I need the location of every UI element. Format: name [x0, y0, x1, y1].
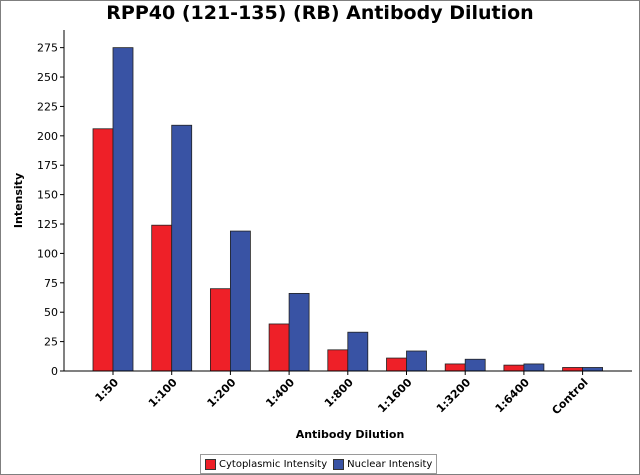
legend-label-cytoplasmic: Cytoplasmic Intensity — [219, 458, 328, 470]
bar-cytoplasmic-6 — [444, 363, 466, 372]
bar-cytoplasmic-3 — [268, 323, 290, 372]
bar-cytoplasmic-8 — [562, 367, 583, 372]
y-tick-label: 125 — [37, 218, 58, 231]
x-tick-label: 1:200 — [205, 376, 239, 410]
y-tick-label: 0 — [51, 365, 58, 378]
y-axis-label: Intensity — [12, 173, 25, 228]
x-tick-label: 1:800 — [322, 376, 356, 410]
bar-nuclear-1 — [171, 124, 193, 372]
y-axis-ticks: 0 25 50 75 100 125 150 175 200 225 250 275 — [37, 42, 64, 378]
bar-nuclear-8 — [582, 367, 603, 372]
bar-cytoplasmic-7 — [503, 364, 525, 372]
bars-group — [92, 47, 603, 372]
bar-nuclear-5 — [406, 350, 427, 372]
y-tick-label: 25 — [44, 336, 58, 349]
x-tick-label: 1:50 — [93, 376, 122, 405]
legend-swatch-nuclear — [333, 458, 345, 470]
bar-nuclear-0 — [112, 47, 134, 372]
bar-cytoplasmic-5 — [386, 357, 407, 372]
bar-nuclear-2 — [229, 230, 251, 372]
bar-cytoplasmic-4 — [327, 349, 349, 372]
legend-label-nuclear: Nuclear Intensity — [347, 458, 433, 470]
legend-item-cytoplasmic: Cytoplasmic Intensity — [205, 458, 328, 470]
x-tick-label: 1:1600 — [375, 376, 415, 416]
x-tick-label: 1:6400 — [493, 376, 533, 416]
y-tick-label: 275 — [37, 42, 58, 55]
x-tick-label: 1:100 — [146, 376, 180, 410]
x-axis-label: Antibody Dilution — [296, 428, 405, 441]
legend-swatch-cytoplasmic — [205, 458, 216, 470]
y-tick-label: 175 — [37, 159, 58, 172]
x-tick-label: Control — [549, 376, 590, 417]
y-tick-label: 150 — [37, 189, 58, 202]
bar-nuclear-6 — [464, 358, 486, 372]
legend: Cytoplasmic Intensity Nuclear Intensity — [200, 454, 438, 474]
bar-nuclear-3 — [288, 292, 310, 372]
y-tick-label: 50 — [44, 306, 58, 319]
y-tick-label: 250 — [37, 71, 58, 84]
y-tick-label: 200 — [37, 130, 58, 143]
x-tick-label: 1:3200 — [434, 376, 474, 416]
legend-item-nuclear: Nuclear Intensity — [333, 458, 433, 470]
bar-cytoplasmic-2 — [209, 288, 231, 372]
bar-cytoplasmic-0 — [92, 128, 114, 372]
x-axis-ticks: 1:50 1:100 1:200 1:400 1:800 1:1600 1:3200 1:64… — [93, 371, 591, 417]
y-tick-label: 225 — [37, 100, 58, 113]
bar-cytoplasmic-1 — [151, 224, 173, 372]
chart-title: RPP40 (121-135) (RB) Antibody Dilution — [106, 2, 534, 24]
bar-nuclear-7 — [523, 363, 545, 372]
y-tick-label: 100 — [37, 247, 58, 260]
bar-nuclear-4 — [347, 331, 369, 372]
x-tick-label: 1:400 — [263, 376, 297, 410]
y-tick-label: 75 — [44, 277, 58, 290]
